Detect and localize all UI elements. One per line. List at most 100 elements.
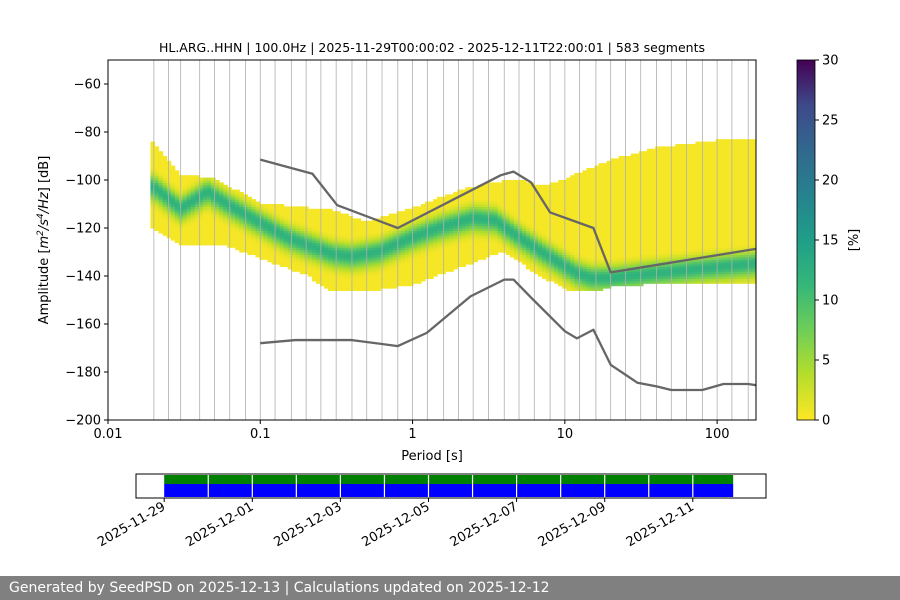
density-cell — [461, 201, 466, 205]
density-cell — [691, 160, 697, 164]
density-cell — [659, 276, 664, 279]
density-cell — [687, 264, 693, 267]
density-cell — [299, 228, 305, 231]
density-cell — [477, 201, 483, 205]
density-cell — [598, 232, 604, 236]
density-cell — [574, 273, 579, 277]
density-cell — [493, 252, 499, 255]
density-cell — [408, 283, 414, 287]
density-cell — [546, 252, 551, 255]
density-cell — [150, 168, 156, 171]
density-cell — [566, 240, 571, 243]
density-cell — [392, 256, 398, 260]
density-cell — [481, 206, 487, 210]
density-cell — [340, 268, 345, 272]
density-cell — [513, 249, 519, 253]
density-cell — [332, 216, 337, 219]
density-cell — [211, 192, 216, 195]
density-cell — [578, 199, 584, 203]
density-cell — [340, 218, 345, 222]
density-cell — [356, 218, 361, 222]
density-cell — [279, 259, 285, 263]
density-cell — [380, 285, 386, 289]
density-cell — [247, 208, 252, 212]
density-cell — [550, 208, 555, 212]
density-cell — [618, 177, 624, 181]
density-cell — [485, 189, 491, 193]
density-cell — [150, 223, 156, 227]
density-cell — [642, 158, 648, 162]
density-cell — [679, 216, 684, 219]
density-cell — [618, 249, 624, 253]
density-cell — [525, 264, 531, 267]
density-cell — [433, 247, 438, 251]
density-cell — [239, 199, 244, 203]
density-cell — [336, 264, 341, 267]
density-cell — [223, 223, 228, 227]
density-cell — [457, 247, 462, 251]
density-cell — [473, 208, 479, 212]
density-cell — [263, 223, 269, 227]
density-cell — [465, 218, 470, 222]
density-cell — [614, 283, 620, 287]
density-cell — [162, 187, 168, 191]
density-cell — [332, 264, 337, 267]
density-cell — [695, 228, 701, 231]
density-cell — [525, 225, 531, 229]
density-cell — [642, 177, 648, 181]
density-cell — [566, 211, 571, 215]
density-cell — [235, 208, 240, 212]
density-cell — [671, 240, 676, 243]
density-cell — [219, 187, 224, 191]
density-cell — [162, 218, 168, 222]
density-cell — [215, 230, 220, 234]
density-cell — [315, 232, 321, 236]
density-cell — [186, 218, 192, 222]
density-cell — [376, 223, 382, 227]
density-cell — [400, 237, 406, 241]
density-cell — [671, 220, 676, 224]
density-cell — [647, 156, 652, 159]
density-cell — [154, 204, 160, 207]
density-cell — [626, 192, 632, 195]
density-cell — [429, 240, 434, 243]
density-cell — [538, 223, 543, 227]
density-cell — [174, 237, 180, 241]
density-cell — [328, 235, 333, 239]
density-cell — [429, 201, 434, 205]
density-cell — [618, 158, 624, 162]
density-cell — [445, 206, 450, 210]
density-cell — [675, 273, 680, 277]
density-cell — [400, 211, 406, 215]
density-cell — [489, 187, 495, 191]
density-cell — [634, 261, 640, 265]
density-cell — [626, 223, 632, 227]
density-cell — [691, 240, 697, 243]
density-cell — [651, 220, 656, 224]
density-cell — [332, 211, 337, 215]
density-cell — [529, 187, 535, 191]
density-cell — [602, 206, 608, 210]
density-cell — [687, 220, 693, 224]
density-cell — [517, 225, 523, 229]
density-cell — [275, 259, 281, 263]
density-cell — [182, 218, 188, 222]
density-cell — [279, 216, 285, 219]
density-cell — [542, 261, 547, 265]
density-cell — [311, 211, 317, 215]
density-cell — [679, 244, 684, 248]
density-cell — [618, 266, 624, 270]
density-cell — [376, 244, 382, 248]
density-cell — [198, 206, 204, 210]
density-cell — [416, 252, 422, 255]
density-cell — [360, 261, 366, 265]
density-cell — [606, 232, 612, 236]
density-cell — [263, 211, 269, 215]
density-cell — [251, 244, 257, 248]
density-cell — [634, 153, 640, 157]
density-cell — [586, 201, 592, 205]
density-cell — [554, 276, 559, 279]
density-cell — [566, 256, 571, 260]
density-cell — [150, 153, 156, 157]
density-cell — [578, 240, 584, 243]
